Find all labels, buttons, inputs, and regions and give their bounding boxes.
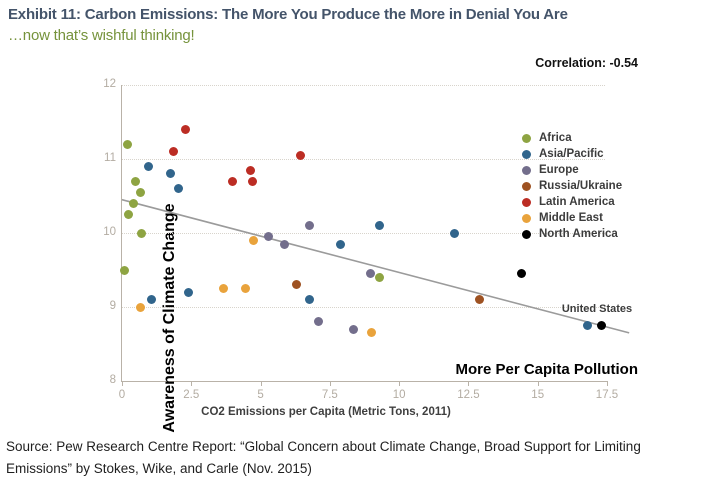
data-point-middle-east: [135, 302, 145, 312]
x-tick-mark: [468, 381, 470, 386]
data-point-asia-pacific: [375, 221, 385, 231]
x-tick-label: 7.5: [321, 389, 338, 401]
data-point-asia-pacific: [146, 295, 156, 305]
united-states-label: United States: [561, 303, 633, 315]
data-point-africa: [128, 198, 138, 208]
data-point-europe: [279, 239, 289, 249]
gridline-y-12: [122, 85, 605, 86]
y-tick-label: 11: [104, 152, 116, 164]
x-tick-mark: [607, 381, 608, 386]
data-point-latin-america: [181, 124, 191, 134]
trendline: [121, 198, 630, 334]
data-point-africa: [120, 265, 130, 275]
x-tick-label: 17.5: [595, 389, 619, 401]
y-tick-label: 12: [103, 78, 116, 90]
legend-label: Latin America: [539, 196, 615, 208]
data-point-africa: [131, 176, 141, 186]
data-point-middle-east: [240, 284, 250, 293]
data-point-africa: [124, 210, 134, 219]
legend-marker-icon: [522, 165, 531, 175]
x-tick-mark: [329, 381, 331, 386]
x-tick-label: 10: [392, 389, 406, 401]
source-text: Source: Pew Research Centre Report: “Glo…: [6, 436, 706, 479]
source-line-2: Emissions” by Stokes, Wike, and Carle (N…: [6, 460, 312, 476]
correlation-annotation: Correlation: -0.54: [535, 56, 638, 70]
data-point-asia-pacific: [166, 169, 175, 179]
data-point-asia-pacific: [143, 161, 153, 171]
data-point-europe: [365, 269, 375, 279]
data-point-africa: [136, 228, 146, 238]
exhibit-subtitle: …now that’s wishful thinking!: [8, 27, 195, 44]
gridline-y-9: [122, 307, 605, 308]
x-tick-mark: [537, 381, 539, 386]
source-line-1: Source: Pew Research Centre Report: “Glo…: [6, 439, 641, 454]
data-point-asia-pacific: [304, 295, 314, 305]
data-point-middle-east: [218, 284, 228, 293]
data-point-europe: [348, 324, 358, 334]
data-point-russia-ukraine: [475, 295, 484, 305]
x-tick-label: 15: [531, 389, 545, 401]
x-tick-mark: [260, 381, 262, 386]
y-tick-label: 9: [109, 300, 116, 312]
legend-item-asia-pacific: Asia/Pacific: [522, 146, 622, 162]
legend-label: Middle East: [539, 212, 603, 224]
gridline-y-11: [122, 159, 605, 160]
y-tick-label: 10: [103, 226, 116, 238]
data-point-latin-america: [296, 150, 306, 160]
legend-marker-icon: [522, 213, 531, 223]
y-tick-label: 8: [109, 374, 116, 386]
data-point-europe: [314, 317, 324, 327]
x-tick-mark: [191, 381, 193, 386]
x-tick-mark: [122, 381, 123, 386]
data-point-north-america: [596, 321, 606, 330]
x-tick-label: 12.5: [457, 389, 480, 401]
legend-label: Asia/Pacific: [539, 148, 604, 160]
data-point-north-america: [516, 269, 526, 279]
data-point-africa: [135, 187, 145, 197]
exhibit-title: Exhibit 11: Carbon Emissions: The More Y…: [8, 6, 568, 23]
legend-item-europe: Europe: [522, 162, 622, 178]
legend-label: North America: [539, 228, 618, 240]
legend-label: Russia/Ukraine: [539, 180, 623, 192]
data-point-europe: [264, 232, 274, 242]
x-axis-title: CO2 Emissions per Capita (Metric Tons, 2…: [201, 406, 451, 418]
legend-item-north-america: North America: [522, 226, 622, 242]
data-point-africa: [123, 139, 133, 149]
data-point-africa: [375, 272, 385, 282]
data-point-europe: [304, 221, 314, 231]
x-tick-mark: [399, 381, 401, 386]
data-point-latin-america: [246, 165, 256, 175]
legend-marker-icon: [522, 133, 531, 143]
data-point-latin-america: [168, 147, 178, 157]
gridline-y-10: [122, 233, 605, 234]
data-point-asia-pacific: [450, 228, 460, 238]
legend-marker-icon: [522, 181, 531, 191]
legend-item-africa: Africa: [522, 130, 622, 146]
legend-label: Europe: [539, 164, 579, 176]
legend-label: Africa: [539, 132, 572, 144]
data-point-asia-pacific: [336, 239, 346, 249]
legend: Africa Asia/Pacific Europe Russia/Ukraine La…: [522, 130, 622, 242]
legend-marker-icon: [522, 149, 531, 159]
legend-item-middle-east: Middle East: [522, 210, 622, 226]
plot-area: Awareness of Climate Change 12 11 10 9 8 0 2.5…: [103, 78, 630, 433]
x-tick-label: 2.5: [183, 389, 200, 401]
legend-item-latin-america: Latin America: [522, 194, 622, 210]
x-tick-label: 0: [118, 389, 126, 401]
data-point-asia-pacific: [184, 287, 193, 297]
data-point-latin-america: [247, 176, 257, 186]
x-tick-label: 5: [257, 389, 264, 401]
data-point-middle-east: [249, 235, 259, 245]
data-point-asia-pacific: [583, 321, 593, 330]
data-point-middle-east: [366, 328, 376, 338]
legend-item-russia-ukraine: Russia/Ukraine: [522, 178, 622, 194]
data-point-russia-ukraine: [292, 280, 302, 290]
legend-marker-icon: [522, 197, 531, 207]
legend-marker-icon: [522, 229, 531, 239]
more-pollution-annotation: More Per Capita Pollution: [455, 361, 638, 378]
data-point-latin-america: [228, 176, 238, 186]
data-point-asia-pacific: [174, 184, 184, 194]
